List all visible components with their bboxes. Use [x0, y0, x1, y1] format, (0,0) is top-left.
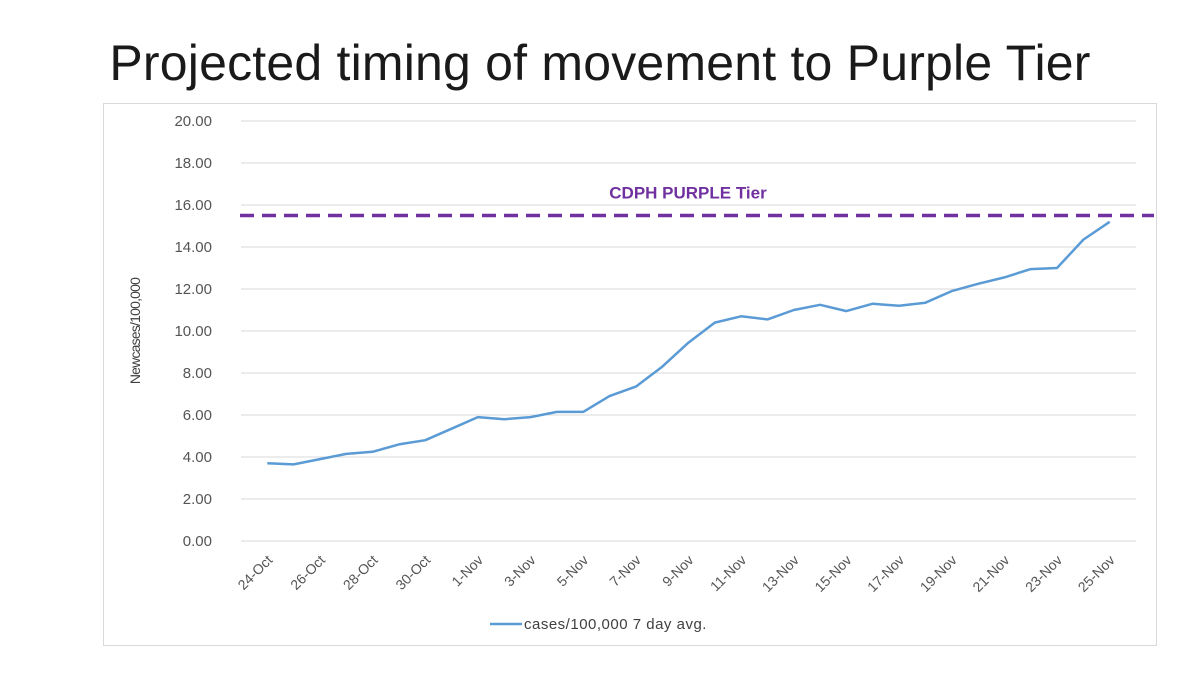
y-tick-label: 10.00: [174, 323, 212, 340]
x-tick-label: 5-Nov: [554, 552, 592, 590]
x-tick-label: 9-Nov: [659, 552, 697, 590]
x-tick-label: 23-Nov: [1022, 552, 1065, 595]
x-tick-label: 7-Nov: [606, 552, 644, 590]
y-axis-ticks: 0.00 2.00 4.00 6.00 8.00 10.00 12.00 14.00 16.00…: [174, 113, 212, 550]
slide-title: Projected timing of movement to Purple T…: [109, 35, 1091, 91]
x-axis-ticks: 24-Oct 26-Oct 28-Oct 30-Oct 1-Nov 3-Nov 5-Nov 7…: [234, 552, 1117, 595]
y-tick-label: 16.00: [174, 197, 212, 214]
legend: cases/100,000 7 day avg.: [490, 616, 707, 633]
y-tick-label: 0.00: [183, 533, 212, 550]
x-tick-label: 13-Nov: [759, 552, 802, 595]
x-tick-label: 11-Nov: [707, 552, 749, 594]
y-tick-label: 4.00: [183, 449, 212, 466]
legend-label: cases/100,000 7 day avg.: [524, 616, 707, 633]
series-line-cases-7day-avg: [267, 220, 1111, 466]
x-tick-label: 15-Nov: [811, 552, 854, 595]
x-tick-label: 30-Oct: [392, 552, 433, 593]
x-tick-label: 25-Nov: [1075, 552, 1118, 595]
x-tick-label: 24-Oct: [234, 552, 275, 593]
y-tick-label: 20.00: [174, 113, 212, 130]
line-chart: 0.00 2.00 4.00 6.00 8.00 10.00 12.00 14.00 16.00…: [127, 113, 1154, 633]
y-tick-label: 6.00: [183, 407, 212, 424]
y-tick-label: 8.00: [183, 365, 212, 382]
x-tick-label: 21-Nov: [969, 552, 1012, 595]
x-tick-label: 1-Nov: [448, 552, 486, 590]
purple-tier-threshold-label: CDPH PURPLE Tier: [609, 184, 767, 203]
x-tick-label: 3-Nov: [501, 552, 539, 590]
gridlines: [241, 120, 1136, 542]
x-tick-label: 19-Nov: [917, 552, 960, 595]
y-tick-label: 18.00: [174, 155, 212, 172]
y-tick-label: 14.00: [174, 239, 212, 256]
y-tick-label: 12.00: [174, 281, 212, 298]
chart-frame: 0.00 2.00 4.00 6.00 8.00 10.00 12.00 14.00 16.00…: [103, 103, 1157, 646]
x-tick-label: 17-Nov: [864, 552, 907, 595]
x-tick-label: 26-Oct: [287, 552, 328, 593]
y-axis-title: Newcases/100,000: [127, 277, 143, 384]
x-tick-label: 28-Oct: [340, 552, 381, 593]
y-tick-label: 2.00: [183, 491, 212, 508]
